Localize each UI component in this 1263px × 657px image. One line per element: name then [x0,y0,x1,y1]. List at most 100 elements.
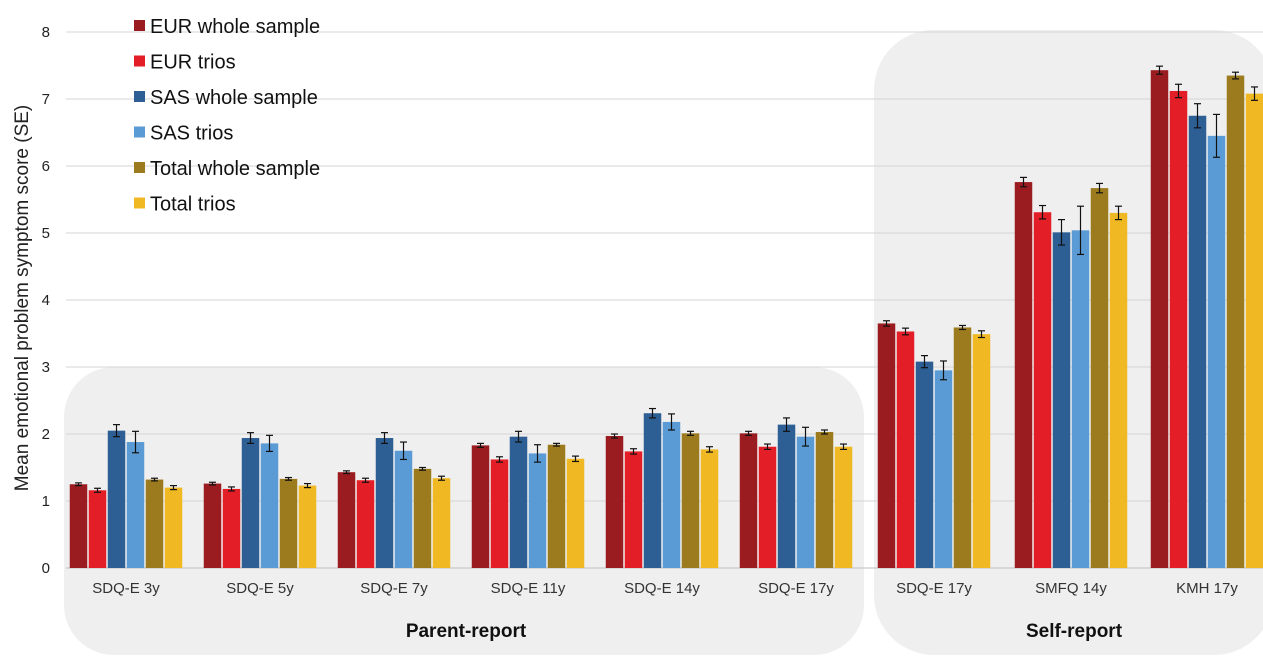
error-bar [381,432,388,444]
error-bar [902,327,909,336]
bar [1071,230,1090,568]
x-tick-label: SDQ-E 17y [896,580,972,597]
y-tick-label: 4 [42,292,50,309]
error-bar [247,432,254,444]
error-bar [228,486,235,492]
x-tick-label: SDQ-E 7y [360,580,428,597]
bar [1033,212,1052,569]
x-tick-label: SDQ-E 5y [226,580,294,597]
bar [528,453,547,568]
group-label: Self-report [1026,621,1123,642]
legend-swatch [134,20,145,31]
error-bar [400,441,407,461]
legend-item: Total whole sample [134,158,320,180]
legend-item: SAS whole sample [134,87,318,109]
error-bar [764,443,771,451]
y-tick-label: 7 [42,91,50,108]
error-bar [534,444,541,463]
error-bar [362,477,369,483]
bar [490,459,509,568]
bar [1245,93,1263,568]
bar [566,458,585,568]
y-axis-ticks: 0 1 2 3 4 5 6 7 8 [42,24,50,577]
error-bar [1175,83,1182,99]
y-tick-label: 5 [42,225,50,242]
legend-item: Total trios [134,194,236,216]
bar [107,430,126,568]
y-tick-label: 3 [42,359,50,376]
error-bar [840,443,847,451]
bar [88,490,107,568]
bar [241,438,260,568]
error-bar [419,466,426,471]
bar [471,445,490,568]
bar [394,450,413,568]
error-bar [1232,71,1239,80]
error-bar [477,442,484,448]
error-bar [1058,219,1065,246]
bar [337,472,356,568]
bar [643,413,662,568]
bar [164,487,183,568]
error-bar [630,448,637,455]
bar [796,436,815,568]
bar [915,361,934,568]
bar [509,436,528,568]
error-bar [170,484,177,491]
error-bar [611,433,618,439]
bar [1226,75,1245,569]
bar [896,331,915,568]
bar [739,433,758,568]
bar [279,478,298,568]
legend-item: EUR whole sample [134,16,320,38]
error-bar [921,355,928,369]
bar [815,431,834,568]
error-bar [75,482,82,487]
error-bar [304,482,311,489]
bar [375,438,394,568]
legend-swatch [134,197,145,209]
y-axis-title: Mean emotional problem symptom score (SE… [12,105,33,491]
error-bar [572,455,579,463]
error-bars [75,65,1258,493]
bar [1207,135,1226,568]
error-bar [151,477,158,482]
error-bar [266,434,273,453]
legend-label: SAS trios [150,123,233,145]
legend-label: Total whole sample [150,158,320,180]
legend-swatch [134,91,145,102]
legend-item: SAS trios [134,123,233,145]
bar [953,327,972,568]
error-bar [940,360,947,381]
bar [624,451,643,568]
x-tick-label: SDQ-E 17y [758,580,834,597]
bar [126,442,145,568]
bar [1150,70,1169,568]
legend: EUR whole sample EUR trios SAS whole sampl… [134,16,320,216]
x-tick-label: SDQ-E 3y [92,580,160,597]
x-tick-label: SDQ-E 11y [491,580,566,597]
error-bar [783,417,790,432]
bar [356,480,375,568]
error-bar [745,430,752,436]
x-axis-categories: SDQ-E 3y SDQ-E 5y SDQ-E 7y SDQ-E 11y SDQ-E 1… [92,580,1238,597]
error-bar [285,476,292,481]
bar [972,334,991,568]
error-bar [1213,113,1220,158]
bar [1014,182,1033,568]
legend-label: EUR whole sample [150,16,320,38]
bar [777,424,796,568]
y-tick-label: 1 [42,493,50,510]
error-bar [1251,86,1258,101]
bar [1090,188,1109,569]
error-bar [802,426,809,447]
bar [700,449,719,568]
bar [145,479,164,568]
error-bar [496,456,503,463]
error-bar [209,481,216,486]
error-bar [553,442,560,447]
legend-swatch [134,162,145,173]
error-bar [1077,205,1084,256]
x-tick-label: KMH 17y [1176,580,1238,597]
bar [1109,212,1128,568]
